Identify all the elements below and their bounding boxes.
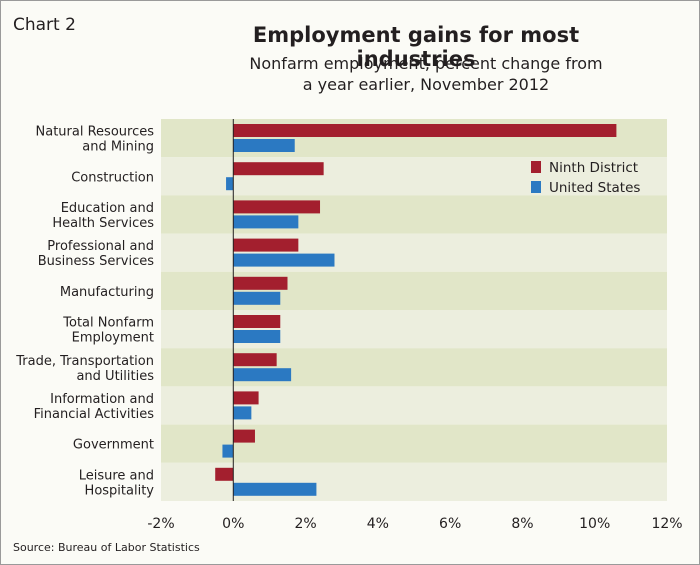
bar-united-states (222, 444, 234, 458)
bar-ninth-district (233, 391, 259, 405)
x-tick-label: 6% (439, 516, 461, 532)
bar-united-states (233, 253, 335, 267)
legend-swatch (531, 161, 541, 173)
category-label: Hospitality (85, 483, 155, 498)
chart-subtitle: Nonfarm employment, percent change from … (249, 54, 603, 94)
category-label: Education and (61, 201, 154, 216)
x-tick-label: 2% (294, 516, 316, 532)
chart-title: Employment gains for most industries (252, 23, 580, 71)
bar-united-states (233, 406, 252, 420)
category-label: Leisure and (79, 468, 154, 483)
bar-united-states (226, 177, 234, 191)
bar-united-states (233, 139, 295, 152)
category-label: Construction (71, 170, 154, 185)
bar-ninth-district (233, 429, 255, 443)
category-label: Government (73, 438, 154, 453)
legend-swatch (531, 181, 541, 193)
bar-united-states (233, 215, 299, 229)
bar-ninth-district (233, 315, 281, 328)
category-label: Financial Activities (34, 407, 155, 422)
category-label: Business Services (38, 254, 155, 269)
x-tick-label: 0% (222, 516, 244, 532)
category-label: and Mining (82, 140, 154, 155)
chart-number-label: Chart 2 (13, 15, 76, 35)
category-label: Information and (50, 392, 154, 407)
category-label: and Utilities (76, 369, 154, 384)
category-label: Employment (72, 331, 154, 346)
bar-ninth-district (233, 353, 277, 367)
legend-label: Ninth District (549, 160, 638, 176)
bar-united-states (233, 368, 292, 382)
category-label: Professional and (47, 239, 154, 254)
bar-ninth-district (233, 124, 617, 137)
x-tick-label: 8% (511, 516, 533, 532)
bar-ninth-district (233, 162, 324, 176)
source-note: Source: Bureau of Labor Statistics (13, 541, 200, 554)
bar-ninth-district (215, 467, 234, 481)
bar-united-states (233, 482, 317, 496)
bar-ninth-district (233, 238, 299, 252)
bar-united-states (233, 291, 281, 305)
legend-label: United States (549, 180, 640, 196)
category-label: Health Services (52, 216, 154, 231)
category-label: Manufacturing (60, 285, 154, 300)
x-tick-label: 4% (367, 516, 389, 532)
x-tick-label: 12% (651, 516, 682, 532)
bar-ninth-district (233, 276, 288, 290)
x-tick-label: -2% (147, 516, 174, 532)
category-label: Trade, Transportation (15, 354, 154, 369)
category-label: Natural Resources (36, 125, 155, 140)
x-tick-label: 10% (579, 516, 610, 532)
category-label: Total Nonfarm (62, 316, 154, 331)
bar-ninth-district (233, 200, 321, 214)
bar-united-states (233, 330, 281, 343)
